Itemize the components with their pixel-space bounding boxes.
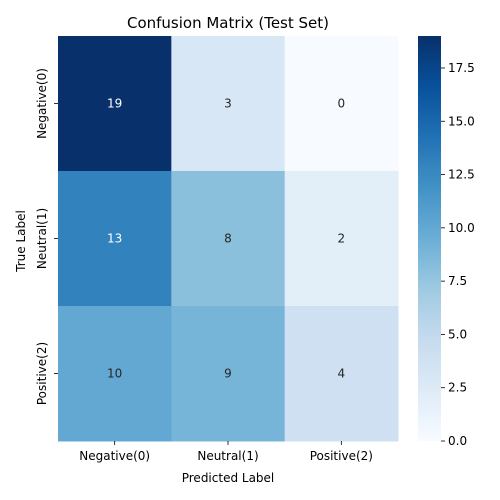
heatmap-cell — [284, 36, 399, 172]
colorbar — [418, 36, 441, 441]
heatmap-cell — [58, 36, 172, 172]
x-tick-label: Positive(2) — [310, 449, 373, 463]
colorbar-tick-label: 7.5 — [448, 274, 467, 288]
heatmap-cell — [284, 306, 399, 442]
colorbar-tick-label: 5.0 — [448, 327, 467, 341]
heatmap-cell — [171, 306, 286, 442]
colorbar-tick-label: 15.0 — [448, 114, 475, 128]
x-tick-label: Neutral(1) — [197, 449, 258, 463]
y-tick-label: Negative(0) — [35, 68, 49, 139]
x-tick-label: Negative(0) — [79, 449, 150, 463]
cell-value-label: 8 — [224, 232, 232, 246]
colorbar-tick-label: 10.0 — [448, 221, 475, 235]
y-tick-label: Neutral(1) — [35, 208, 49, 269]
colorbar-tick-label: 0.0 — [448, 434, 467, 448]
heatmap-cell-labels: 19 3 0 13 8 2 10 9 4 — [107, 97, 345, 381]
colorbar-tick-label: 17.5 — [448, 61, 475, 75]
colorbar-ticks: 0.0 2.5 5.0 7.5 10.0 12.5 15.0 17.5 — [441, 61, 475, 448]
colorbar-gradient — [418, 36, 441, 441]
chart-title: Confusion Matrix (Test Set) — [127, 14, 329, 32]
cell-value-label: 19 — [107, 97, 122, 111]
cell-value-label: 13 — [107, 232, 122, 246]
colorbar-tick-label: 12.5 — [448, 168, 475, 182]
y-axis-label: True Label — [14, 210, 28, 273]
heatmap-cell — [58, 171, 172, 307]
x-axis-label: Predicted Label — [182, 471, 275, 485]
cell-value-label: 3 — [224, 97, 232, 111]
heatmap-cell — [284, 171, 399, 307]
heatmap-cell — [58, 306, 172, 442]
cell-value-label: 0 — [338, 97, 346, 111]
cell-value-label: 2 — [338, 232, 346, 246]
colorbar-tick-label: 2.5 — [448, 381, 467, 395]
heatmap-cell — [171, 171, 286, 307]
cell-value-label: 4 — [338, 367, 346, 381]
y-tick-label: Positive(2) — [35, 342, 49, 405]
cell-value-label: 10 — [107, 367, 122, 381]
y-axis-ticks: Negative(0) Neutral(1) Positive(2) — [35, 68, 58, 405]
cell-value-label: 9 — [224, 367, 232, 381]
heatmap-cell — [171, 36, 286, 172]
x-axis-ticks: Negative(0) Neutral(1) Positive(2) — [79, 441, 373, 463]
heatmap-cells — [58, 36, 399, 442]
